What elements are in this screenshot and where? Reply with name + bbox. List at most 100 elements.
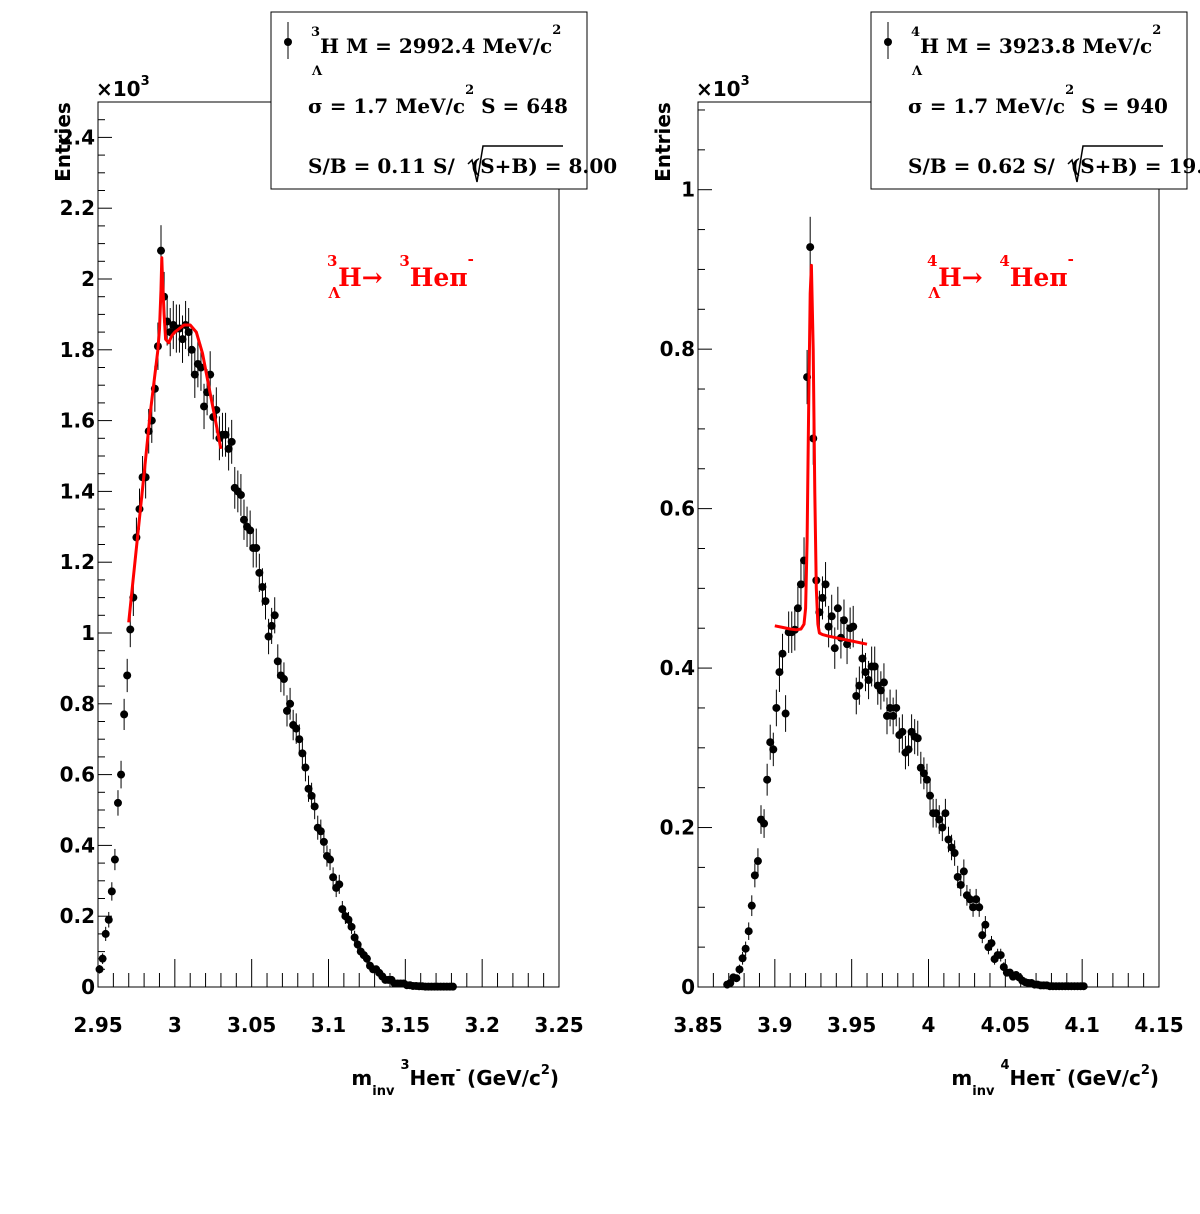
data-point (950, 849, 959, 858)
x-tick-label: 3.9 (757, 1013, 792, 1037)
x-title-unit: (GeV/c (467, 1066, 541, 1090)
x-tick-label: 4.1 (1064, 1013, 1099, 1037)
y-axis-title: Entries (651, 102, 675, 182)
data-point (295, 735, 304, 744)
data-point (763, 775, 772, 784)
data-point (861, 668, 870, 677)
y-tick-label: 2 (81, 267, 95, 291)
data-points (95, 225, 457, 991)
y-scale-exponent: 3 (741, 74, 750, 89)
legend-mass-sup: 4 (911, 25, 920, 40)
data-point (996, 951, 1005, 960)
data-point (184, 328, 193, 337)
legend-sb-text: S/B = 0.11 S/ (308, 154, 455, 178)
legend-line-sigma: σ = 1.7 MeV/c2 S = 648 (308, 83, 568, 118)
y-scale-exponent: 3 (141, 74, 150, 89)
data-point (283, 706, 292, 715)
data-point (975, 903, 984, 912)
data-points (723, 216, 1088, 991)
data-point (329, 873, 338, 882)
data-point (969, 903, 978, 912)
decay-sup-2: 4 (999, 252, 1009, 270)
decay-sub-1: Λ (327, 284, 340, 302)
y-axis-title: Entries (51, 102, 75, 182)
data-point (744, 927, 753, 936)
data-point (766, 738, 775, 747)
data-point (95, 965, 104, 974)
data-point (796, 580, 805, 589)
data-point (157, 246, 166, 255)
data-point (953, 872, 962, 881)
y-tick-label: 1 (681, 178, 695, 202)
data-point (806, 243, 815, 252)
x-title-unit-sup: 2 (1141, 1063, 1150, 1078)
y-tick-label: 0 (81, 975, 95, 999)
data-point (849, 622, 858, 631)
legend-sb-text: S/B = 0.62 S/ (908, 154, 1055, 178)
data-point (101, 929, 110, 938)
data-point (926, 791, 935, 800)
legend-radicand: (S+B) (1071, 154, 1138, 178)
data-point (972, 895, 981, 904)
legend-radicand: (S+B) (471, 154, 538, 178)
decay-sup-1: 4 (927, 252, 937, 270)
data-point (246, 526, 255, 535)
legend-sigma-unit-sup: 2 (465, 83, 474, 98)
y-tick-label: 2.2 (60, 196, 95, 220)
legend-marker (884, 38, 892, 46)
data-point (747, 901, 756, 910)
y-tick-label: 1.2 (60, 550, 95, 574)
data-point (738, 954, 747, 963)
x-title-inv: inv (972, 1084, 995, 1099)
legend-sigma-text: σ = 1.7 MeV/c (308, 94, 465, 118)
data-point (922, 775, 931, 784)
legend-sigma-text: σ = 1.7 MeV/c (908, 94, 1065, 118)
x-title-nuc: He (410, 1066, 440, 1090)
decay-label: 4 ΛH→ 4Heπ- (927, 250, 1074, 302)
x-tick-label: 4.15 (1134, 1013, 1183, 1037)
data-point (830, 644, 839, 653)
data-point (769, 745, 778, 754)
y-tick-label: 1 (81, 621, 95, 645)
data-point (904, 745, 913, 754)
fit-curve (127, 256, 223, 623)
data-point (919, 769, 928, 778)
x-title-unit: (GeV/c (1067, 1066, 1141, 1090)
data-point (187, 345, 196, 354)
y-tick-label: 1.8 (60, 338, 95, 362)
x-title-nuc: He (1010, 1066, 1040, 1090)
data-point (852, 691, 861, 700)
data-point (110, 855, 119, 864)
y-tick-label: 1.4 (60, 479, 95, 503)
data-point (224, 444, 233, 453)
data-point (732, 974, 741, 983)
legend-line-sigma: σ = 1.7 MeV/c2 S = 940 (908, 83, 1168, 118)
x-title-inv: inv (372, 1084, 395, 1099)
legend-line-sb: S/B = 0.11 S/ (S+B) = 8.00 (308, 154, 617, 178)
data-point (892, 703, 901, 712)
data-point (200, 402, 209, 411)
x-tick-label: 4 (922, 1013, 936, 1037)
legend-line-mass: 3 Λ H M = 2992.4 MeV/c2 (311, 23, 561, 79)
legend-frame (870, 11, 1188, 190)
decay-text-1: H→ (338, 263, 391, 292)
data-point (301, 763, 310, 772)
y-tick-label: 0 (681, 975, 695, 999)
data-point (741, 944, 750, 953)
y-scale-base: ×10 (696, 77, 741, 101)
data-point (310, 802, 319, 811)
y-scale-base: ×10 (96, 77, 141, 101)
data-point (338, 905, 347, 914)
x-title-unit-close: ) (550, 1066, 559, 1090)
decay-sup-3: - (1068, 250, 1074, 268)
data-point (126, 625, 135, 634)
data-point (883, 711, 892, 720)
legend-marker (284, 38, 292, 46)
data-point (781, 709, 790, 718)
legend-box: 4 ΛH M = 3923.8 MeV/c2 σ = 1.7 MeV/c2 S = … (870, 11, 1200, 190)
data-point (981, 920, 990, 929)
data-point (239, 515, 248, 524)
x-axis-title: minv 4Heπ- (GeV/c2) (951, 1058, 1159, 1099)
legend-line-mass: 4 Λ H M = 3923.8 MeV/c2 (911, 23, 1161, 79)
